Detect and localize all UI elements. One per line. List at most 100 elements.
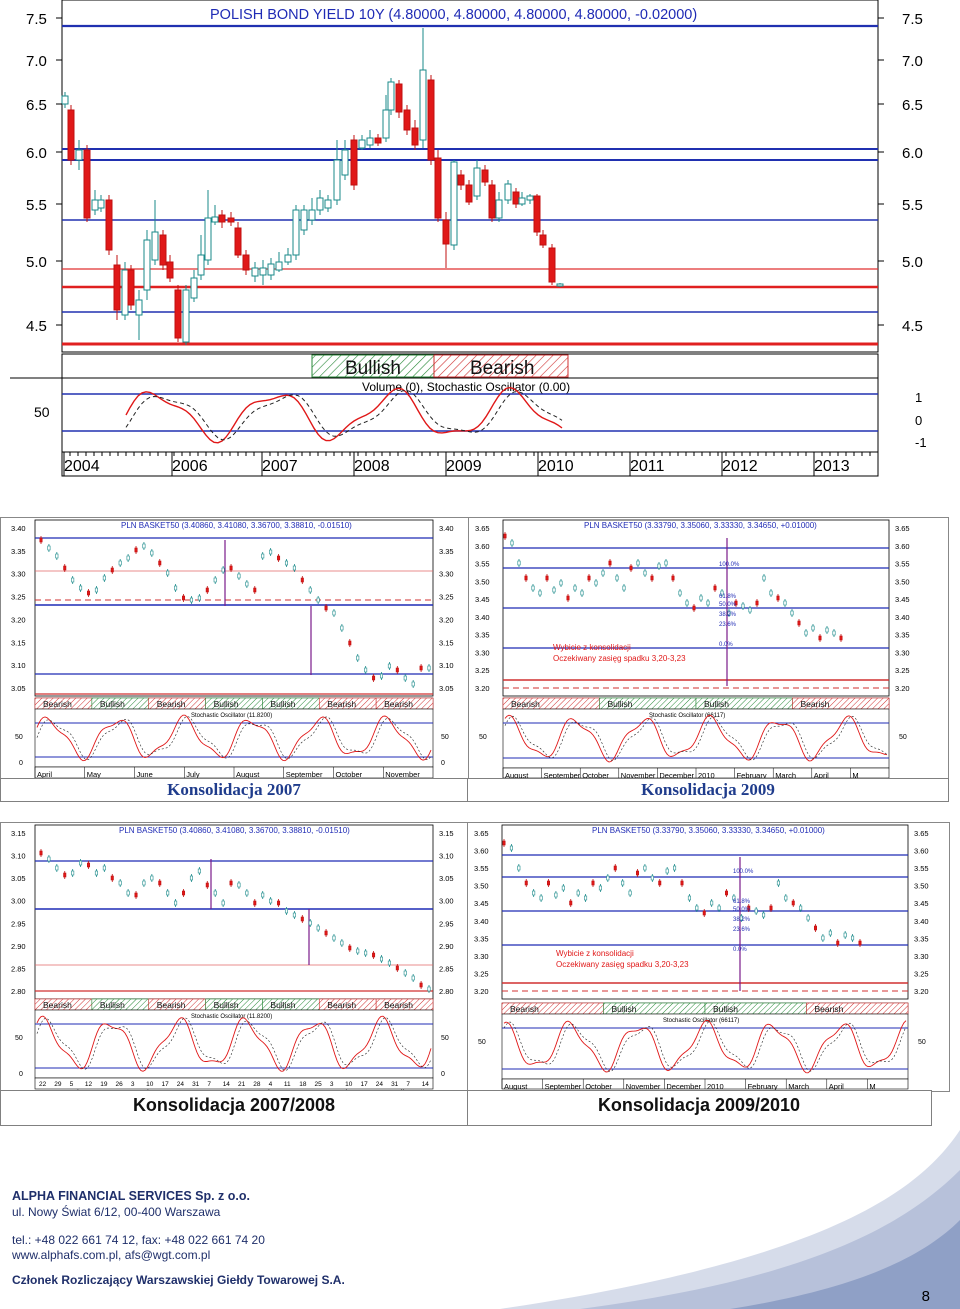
- band-label: Bearish: [384, 699, 413, 709]
- candle-body: [245, 890, 249, 896]
- band-label: Bullish: [713, 1004, 738, 1014]
- candle-body: [269, 549, 273, 555]
- y-tick-label: 3.55: [475, 560, 490, 569]
- candle-body: [580, 590, 584, 596]
- candle-body: [524, 575, 528, 581]
- x-tick-label: 29: [54, 1081, 62, 1088]
- candle-body: [687, 895, 691, 901]
- y-tick-label: 3.20: [11, 615, 26, 624]
- candle-body: [629, 565, 633, 571]
- candle-body: [706, 600, 710, 606]
- candle-body: [87, 590, 91, 596]
- stochastic-signal-line: [36, 716, 432, 761]
- candle-body: [348, 945, 352, 951]
- x-tick-label: 18: [299, 1081, 307, 1088]
- candle-body: [158, 560, 162, 566]
- thumb-2008-panel: PLN BASKET50 (3.40860, 3.41080, 3.36700,…: [0, 822, 468, 1097]
- stochastic-signal-line: [504, 715, 888, 761]
- candle-body: [517, 560, 521, 566]
- osc-right-tick: 1: [915, 390, 922, 405]
- candle-body: [142, 543, 146, 549]
- thumb-2007-panel: PLN BASKET50 (3.40860, 3.41080, 3.36700,…: [0, 517, 470, 781]
- candle-body: [237, 882, 241, 888]
- candle-body: [358, 139, 366, 149]
- candle-body: [503, 533, 507, 539]
- candle-body: [732, 895, 736, 901]
- annotation-line-1: Wybicie z konsolidacji: [556, 949, 634, 958]
- candle-body: [253, 587, 257, 593]
- candle-body: [213, 890, 217, 896]
- y-tick-label: 3.30: [439, 570, 454, 579]
- main-chart-title: POLISH BOND YIELD 10Y (4.80000, 4.80000,…: [210, 7, 697, 23]
- y-tick-label: 3.60: [914, 847, 929, 856]
- y-tick-label: 3.55: [895, 560, 910, 569]
- fib-label: 0.0%: [719, 642, 733, 648]
- candle-body: [741, 603, 745, 609]
- caption-2009-2010: Konsolidacja 2009/2010: [597, 1095, 801, 1115]
- y-tick-label: 3.25: [475, 666, 490, 675]
- candle-body: [547, 880, 551, 886]
- y-tick-label: 7.5: [26, 11, 47, 28]
- candle-body: [292, 912, 296, 918]
- band-label: Bullish: [270, 1000, 295, 1010]
- candle-body: [83, 149, 91, 219]
- candle-body: [379, 673, 383, 679]
- osc-tick: 0: [441, 1071, 445, 1078]
- x-tick-label: 7: [207, 1081, 211, 1088]
- candle-body: [545, 575, 549, 581]
- candle-body: [190, 277, 198, 299]
- footer-web[interactable]: www.alphafs.com.pl, afs@wgt.com.pl: [12, 1248, 211, 1262]
- y-tick-label: 3.20: [475, 684, 490, 693]
- candle-body: [211, 216, 219, 223]
- candle-body: [356, 655, 360, 661]
- candle-body: [403, 970, 407, 976]
- osc-tick: 50: [15, 734, 23, 741]
- y-tick-label: 3.60: [475, 542, 490, 551]
- y-tick-label: 3.30: [895, 648, 910, 657]
- y-tick-label: 3.50: [475, 577, 490, 586]
- candle-body: [790, 610, 794, 616]
- x-tick-label: 4: [269, 1081, 273, 1088]
- candle-body: [566, 595, 570, 601]
- candle-body: [39, 537, 43, 543]
- stochastic-signal-line: [36, 1017, 432, 1071]
- candle-body: [717, 905, 721, 911]
- x-tick-label: August: [504, 1082, 528, 1091]
- candle-body: [419, 69, 427, 141]
- candle-body: [340, 940, 344, 946]
- candle-body: [71, 577, 75, 583]
- x-tick-label: 2009: [446, 458, 482, 475]
- candle-body: [538, 590, 542, 596]
- x-tick-label: November: [621, 771, 656, 780]
- band-label: Bullish: [214, 1000, 239, 1010]
- candle-body: [292, 209, 300, 256]
- y-tick-label: 2.95: [11, 919, 26, 928]
- candle-body: [825, 627, 829, 633]
- candle-body: [261, 553, 265, 559]
- candle-body: [324, 605, 328, 611]
- osc-right-tick: -1: [915, 435, 927, 450]
- bullish-label: Bullish: [345, 358, 401, 379]
- candle-body: [242, 254, 250, 271]
- footer-member: Członek Rozliczający Warszawskiej Giełdy…: [12, 1273, 345, 1287]
- caption-2007-2008: Konsolidacja 2007/2008: [132, 1095, 336, 1115]
- fib-label: 61.8%: [719, 594, 737, 600]
- x-tick-label: November: [385, 770, 420, 779]
- main-chart-panel: POLISH BOND YIELD 10Y (4.80000, 4.80000,…: [0, 0, 960, 480]
- x-tick-label: February: [748, 1082, 778, 1091]
- candle-body: [79, 585, 83, 591]
- caption-row-2: Konsolidacja 2007/2008 Konsolidacja 2009…: [0, 1090, 932, 1126]
- candle-body: [63, 565, 67, 571]
- band-label: Bearish: [384, 1000, 413, 1010]
- y-tick-label: 3.60: [474, 847, 489, 856]
- candle-body: [218, 214, 226, 223]
- candle-body: [526, 195, 534, 201]
- osc-tick: 50: [441, 734, 449, 741]
- band-label: Bullish: [100, 699, 125, 709]
- candle-body: [569, 900, 573, 906]
- candle-body: [457, 174, 465, 186]
- candle-body: [150, 875, 154, 881]
- candle-body: [374, 137, 382, 144]
- candle-body: [105, 199, 113, 251]
- candle-body: [591, 880, 595, 886]
